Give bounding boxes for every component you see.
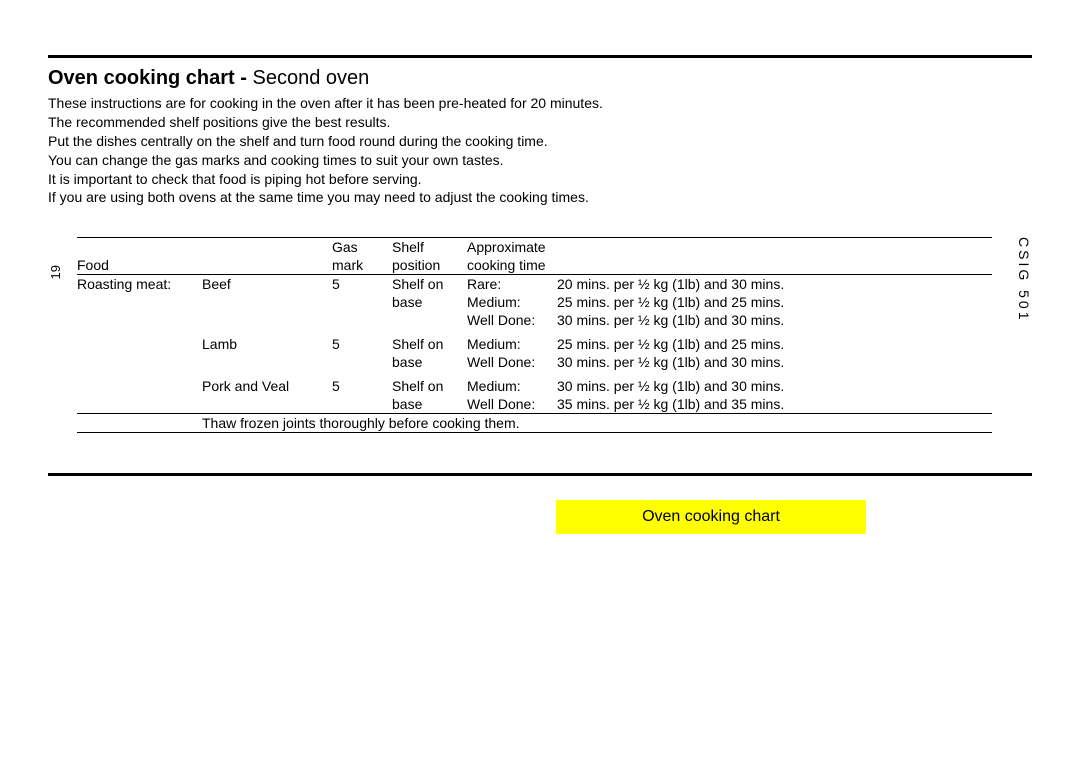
footnote-text: Thaw frozen joints thoroughly before coo… — [202, 414, 992, 433]
doc-code: CSIG 501 — [1016, 237, 1032, 322]
instruction-line: The recommended shelf positions give the… — [48, 113, 1032, 132]
cell-shelf: base — [392, 293, 467, 311]
instruction-line: If you are using both ovens at the same … — [48, 188, 1032, 207]
cell-time: 30 mins. per ½ kg (1lb) and 30 mins. — [557, 353, 992, 371]
cell-gas: 5 — [332, 335, 392, 353]
instructions-block: These instructions are for cooking in th… — [48, 94, 1032, 207]
instruction-line: These instructions are for cooking in th… — [48, 94, 1032, 113]
table-wrap: Gas Shelf Approximate Food mark position… — [77, 237, 992, 433]
main-area: 19 Gas Shelf Approximate — [48, 237, 1032, 433]
cell-time: 35 mins. per ½ kg (1lb) and 35 mins. — [557, 395, 992, 414]
cell-doneness: Medium: — [467, 377, 557, 395]
col-time2: cooking time — [467, 256, 557, 275]
page-container: Oven cooking chart - Second oven These i… — [0, 0, 1080, 534]
cell-meat: Lamb — [202, 335, 332, 353]
cell-doneness: Medium: — [467, 335, 557, 353]
cell-meat: Pork and Veal — [202, 377, 332, 395]
top-rule — [48, 55, 1032, 58]
cooking-table: Gas Shelf Approximate Food mark position… — [77, 237, 992, 433]
cell-time: 25 mins. per ½ kg (1lb) and 25 mins. — [557, 293, 992, 311]
cell-doneness: Well Done: — [467, 311, 557, 329]
table-header-row: Gas Shelf Approximate — [77, 238, 992, 257]
col-time: Approximate — [467, 238, 557, 257]
table-header-row2: Food mark position cooking time — [77, 256, 992, 275]
cell-shelf: Shelf on — [392, 335, 467, 353]
cell-time: 25 mins. per ½ kg (1lb) and 25 mins. — [557, 335, 992, 353]
cell-doneness: Well Done: — [467, 353, 557, 371]
table-row: base Medium: 25 mins. per ½ kg (1lb) and… — [77, 293, 992, 311]
instruction-line: Put the dishes centrally on the shelf an… — [48, 132, 1032, 151]
col-shelf: Shelf — [392, 238, 467, 257]
table-row: Roasting meat: Beef 5 Shelf on Rare: 20 … — [77, 275, 992, 294]
table-row: Well Done: 30 mins. per ½ kg (1lb) and 3… — [77, 311, 992, 329]
table-row: base Well Done: 30 mins. per ½ kg (1lb) … — [77, 353, 992, 371]
col-gas2: mark — [332, 256, 392, 275]
cell-doneness: Rare: — [467, 275, 557, 294]
section-tab: Oven cooking chart — [556, 500, 866, 534]
cell-gas: 5 — [332, 377, 392, 395]
col-shelf2: position — [392, 256, 467, 275]
page-title: Oven cooking chart - Second oven — [48, 66, 1032, 90]
cell-doneness: Medium: — [467, 293, 557, 311]
page-number: 19 — [48, 265, 63, 279]
cell-doneness: Well Done: — [467, 395, 557, 414]
col-gas: Gas — [332, 238, 392, 257]
cell-time: 30 mins. per ½ kg (1lb) and 30 mins. — [557, 377, 992, 395]
instruction-line: You can change the gas marks and cooking… — [48, 151, 1032, 170]
instruction-line: It is important to check that food is pi… — [48, 170, 1032, 189]
bottom-rule — [48, 473, 1032, 476]
title-regular: Second oven — [247, 67, 369, 89]
cell-gas: 5 — [332, 275, 392, 294]
cell-shelf: Shelf on — [392, 275, 467, 294]
cell-shelf: base — [392, 353, 467, 371]
section-tab-label: Oven cooking chart — [642, 508, 780, 526]
cell-meat: Beef — [202, 275, 332, 294]
cell-time: 30 mins. per ½ kg (1lb) and 30 mins. — [557, 311, 992, 329]
cell-category: Roasting meat: — [77, 275, 202, 294]
col-food: Food — [77, 256, 202, 275]
table-row: Pork and Veal 5 Shelf on Medium: 30 mins… — [77, 377, 992, 395]
cell-time: 20 mins. per ½ kg (1lb) and 30 mins. — [557, 275, 992, 294]
cell-shelf: base — [392, 395, 467, 414]
footnote-row: Thaw frozen joints thoroughly before coo… — [77, 414, 992, 433]
table-row: Lamb 5 Shelf on Medium: 25 mins. per ½ k… — [77, 335, 992, 353]
table-row: base Well Done: 35 mins. per ½ kg (1lb) … — [77, 395, 992, 414]
cell-shelf: Shelf on — [392, 377, 467, 395]
title-bold: Oven cooking chart - — [48, 67, 247, 89]
